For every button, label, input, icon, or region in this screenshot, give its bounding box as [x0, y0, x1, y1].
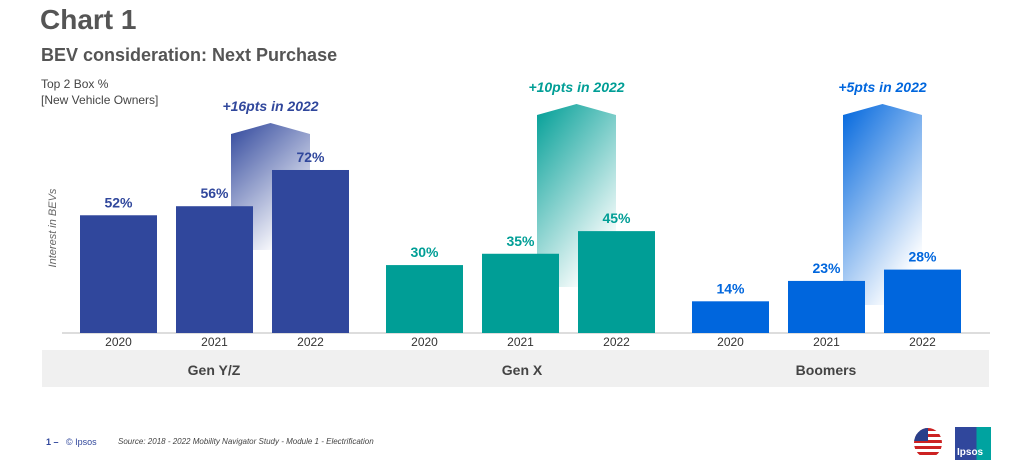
- data-label: 72%: [296, 149, 325, 165]
- bar: [80, 215, 157, 333]
- bar: [884, 269, 961, 333]
- bar: [386, 265, 463, 333]
- source-note: Source: 2018 - 2022 Mobility Navigator S…: [118, 437, 374, 446]
- x-tick-label: 2020: [411, 335, 438, 349]
- logo-text: Ipsos: [957, 447, 984, 458]
- x-tick-label: 2022: [603, 335, 630, 349]
- data-label: 35%: [506, 233, 535, 249]
- data-label: 52%: [104, 194, 133, 210]
- group-label: Boomers: [795, 362, 857, 378]
- x-tick-label: 2021: [813, 335, 840, 349]
- increase-arrow: [843, 104, 922, 305]
- annotation-label: +16pts in 2022: [222, 98, 318, 114]
- chart-subtitle: BEV consideration: Next Purchase: [41, 45, 338, 65]
- data-label: 23%: [812, 260, 841, 276]
- annotation-label: +10pts in 2022: [528, 79, 624, 95]
- bar: [578, 231, 655, 333]
- group-label: Gen Y/Z: [187, 362, 241, 378]
- data-label: 45%: [602, 210, 631, 226]
- data-label: 30%: [410, 244, 439, 260]
- page-number: 1 –: [46, 437, 59, 447]
- group-label-band: Gen Y/Z Gen X Boomers: [42, 350, 989, 387]
- x-tick-label: 2020: [717, 335, 744, 349]
- sample-note: [New Vehicle Owners]: [41, 93, 159, 107]
- x-tick-label: 2022: [297, 335, 324, 349]
- bar: [272, 169, 349, 333]
- x-tick-label: 2020: [105, 335, 132, 349]
- bar: [482, 253, 559, 333]
- annotation-label: +5pts in 2022: [838, 79, 927, 95]
- x-tick-label: 2022: [909, 335, 936, 349]
- data-label: 14%: [716, 280, 745, 296]
- page-title: Chart 1: [40, 4, 137, 35]
- base-note: Top 2 Box %: [41, 77, 109, 91]
- bar: [692, 301, 769, 333]
- ipsos-logo: Ipsos: [955, 427, 991, 460]
- data-label: 28%: [908, 249, 937, 265]
- data-label: 56%: [200, 185, 229, 201]
- copyright: © Ipsos: [66, 437, 97, 447]
- group-label: Gen X: [501, 362, 543, 378]
- x-tick-label: 2021: [201, 335, 228, 349]
- us-flag-icon: [914, 428, 942, 458]
- bar: [788, 280, 865, 333]
- bar-chart: +16pts in 2022 52% 2020 56% 2021 72% 2022 +10pt…: [62, 79, 990, 349]
- x-tick-label: 2021: [507, 335, 534, 349]
- bar: [176, 206, 253, 333]
